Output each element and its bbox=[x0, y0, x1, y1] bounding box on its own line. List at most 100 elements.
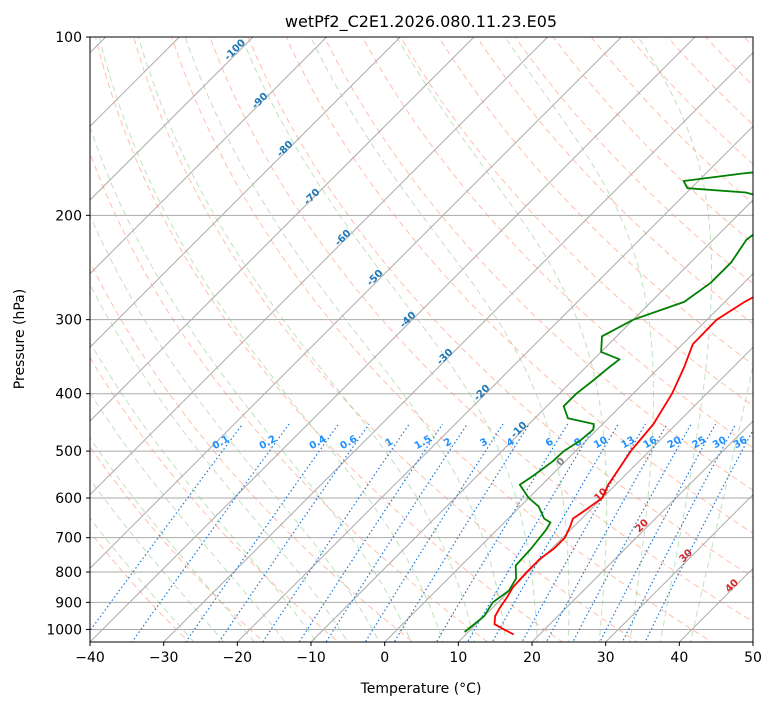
mixing-ratio-label: 20 bbox=[666, 435, 684, 452]
y-tick-label: 600 bbox=[55, 491, 82, 507]
y-tick-label: 400 bbox=[55, 387, 82, 403]
mixing-ratio-line bbox=[298, 423, 444, 642]
isotherm-line bbox=[90, 37, 402, 349]
isotherm-label: -10 bbox=[509, 420, 530, 441]
x-tick-label: 50 bbox=[744, 650, 762, 666]
mixing-ratio-label: 4 bbox=[505, 436, 517, 449]
isotherm-label: -50 bbox=[365, 268, 386, 289]
moist-adiabat-line bbox=[90, 283, 349, 642]
isotherm-label: 20 bbox=[633, 517, 651, 535]
x-tick-label: 30 bbox=[597, 650, 615, 666]
dry-adiabat-line bbox=[285, 37, 753, 534]
y-tick-label: 1000 bbox=[46, 622, 82, 638]
x-axis: −40 −30 −20 −10 0 10 20 30 40 50 bbox=[75, 642, 762, 666]
moist-adiabat-line bbox=[90, 391, 286, 642]
mixing-ratio-line bbox=[572, 423, 692, 642]
isotherm-line bbox=[90, 37, 475, 422]
moist-adiabat-line bbox=[98, 37, 444, 642]
mixing-ratio-line bbox=[521, 423, 646, 642]
dry-adiabat-line bbox=[400, 37, 753, 407]
moist-adiabat-line bbox=[637, 37, 713, 642]
background-lines bbox=[0, 10, 775, 666]
dry-adiabat-line bbox=[247, 37, 753, 578]
mixing-ratio-line bbox=[393, 423, 530, 642]
moist-adiabat-line bbox=[137, 37, 476, 642]
mixing-ratio-label: 0.4 bbox=[308, 434, 329, 452]
dry-adiabat-line bbox=[514, 37, 753, 285]
dry-adiabat-line bbox=[756, 10, 775, 666]
isotherm-line bbox=[90, 37, 328, 275]
dry-adiabat-line bbox=[94, 37, 564, 642]
x-tick-label: −40 bbox=[75, 650, 105, 666]
moist-adiabat-line bbox=[689, 363, 753, 642]
temperature-line bbox=[493, 296, 753, 636]
moist-adiabat-line bbox=[90, 478, 225, 642]
dry-adiabat-line bbox=[90, 151, 489, 642]
mixing-ratio-label: 1 bbox=[384, 436, 396, 449]
mixing-ratio-line bbox=[218, 423, 370, 642]
isotherm-line bbox=[531, 420, 753, 642]
y-tick-label: 900 bbox=[55, 595, 82, 611]
dry-adiabat-line bbox=[705, 37, 753, 87]
mixing-ratio-labels: 0.1 0.2 0.4 0.6 1 1.5 2 3 4 6 8 10 13 16 20 25 30 36 bbox=[211, 434, 750, 452]
dry-adiabat-line bbox=[323, 37, 753, 491]
isotherm-line bbox=[0, 10, 59, 666]
isotherm-line bbox=[604, 493, 753, 642]
moist-adiabat-line bbox=[504, 37, 654, 642]
isotherm-line bbox=[457, 346, 753, 642]
mixing-ratio-label: 2 bbox=[442, 436, 454, 449]
moist-adiabat-line bbox=[90, 125, 412, 642]
isotherm-line bbox=[310, 199, 753, 642]
dry-adiabat-line bbox=[171, 37, 713, 642]
mixing-ratio-label: 13 bbox=[619, 435, 637, 452]
isotherm-line bbox=[90, 37, 696, 642]
mixing-ratio-line bbox=[131, 423, 290, 642]
isotherm-label: 40 bbox=[723, 577, 741, 595]
y-tick-label: 700 bbox=[55, 531, 82, 547]
moist-adiabat-line bbox=[310, 37, 570, 642]
x-tick-label: −10 bbox=[296, 650, 326, 666]
dry-adiabat-line bbox=[666, 37, 753, 126]
y-tick-label: 500 bbox=[55, 444, 82, 460]
isotherm-line bbox=[90, 37, 181, 128]
mixing-ratio-label: 6 bbox=[544, 436, 556, 449]
mixing-ratio-line bbox=[599, 423, 717, 642]
plot-frame bbox=[89, 36, 754, 643]
y-axis: 1000 900 800 700 600 500 400 300 200 100 bbox=[46, 30, 90, 638]
moist-adiabat-line bbox=[241, 37, 538, 642]
y-tick-label: 100 bbox=[55, 30, 82, 46]
dry-adiabat-line bbox=[209, 37, 753, 623]
dry-adiabat-line bbox=[90, 260, 414, 642]
isotherm-label: -70 bbox=[302, 187, 323, 208]
moist-adiabat-line bbox=[184, 37, 507, 642]
x-tick-label: 10 bbox=[449, 650, 467, 666]
mixing-ratio-label: 3 bbox=[478, 436, 490, 449]
isotherm-line bbox=[678, 567, 753, 642]
isotherm-line bbox=[90, 37, 254, 201]
isotherm-label: -20 bbox=[472, 383, 493, 404]
moist-adiabat-line bbox=[396, 37, 608, 642]
dry-adiabat-line bbox=[361, 37, 753, 449]
isotherm-label: -100 bbox=[222, 37, 248, 63]
dry-adiabat-line bbox=[552, 37, 753, 245]
dewpoint-line bbox=[464, 171, 753, 633]
chart-title: wetPf2_C2E1.2026.080.11.23.E05 bbox=[285, 12, 557, 32]
isotherm-line bbox=[236, 125, 753, 642]
y-tick-label: 300 bbox=[55, 313, 82, 329]
moist-adiabat-line bbox=[90, 517, 195, 642]
isotherm-line bbox=[383, 272, 753, 642]
x-tick-label: 40 bbox=[670, 650, 688, 666]
isotherm-label: 10 bbox=[592, 486, 610, 504]
isotherm-line bbox=[90, 37, 623, 570]
x-tick-label: −20 bbox=[223, 650, 253, 666]
mixing-ratio-line bbox=[325, 423, 468, 642]
mixing-ratio-line bbox=[435, 423, 569, 642]
mixing-ratio-lines bbox=[90, 423, 753, 642]
profile-series bbox=[464, 171, 753, 636]
mixing-ratio-label: 0.2 bbox=[258, 434, 279, 452]
x-tick-label: 20 bbox=[523, 650, 541, 666]
mixing-ratio-line bbox=[621, 423, 737, 642]
mixing-ratio-label: 10 bbox=[592, 435, 610, 452]
mixing-ratio-line bbox=[262, 423, 410, 642]
